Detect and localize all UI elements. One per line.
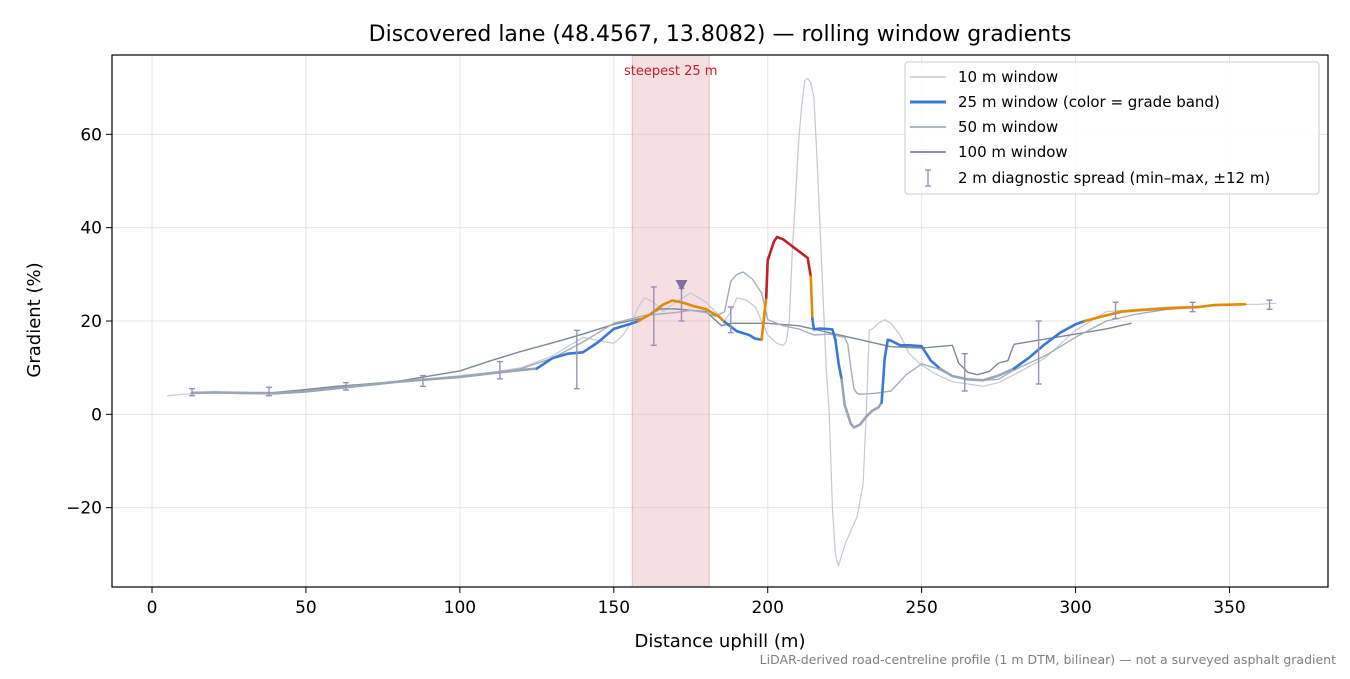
diagnostic-errorbar <box>1189 301 1196 313</box>
y-tick-label: −20 <box>66 499 102 519</box>
x-tick-label: 50 <box>295 598 317 618</box>
legend-swatch-spread <box>925 169 931 187</box>
diagnostic-errorbar <box>961 352 968 392</box>
y-axis-label: Gradient (%) <box>24 262 45 377</box>
diagnostic-errorbar <box>650 286 657 346</box>
series-line-10m <box>166 77 1277 567</box>
series-lines <box>166 77 1277 567</box>
diagnostic-errorbar <box>1035 320 1042 385</box>
x-tick-label: 100 <box>444 598 476 618</box>
chart-title: Discovered lane (48.4567, 13.8082) — rol… <box>369 22 1072 47</box>
legend-label-spread: 2 m diagnostic spread (min–max, ±12 m) <box>958 169 1270 187</box>
axis-ticks: 0 50 100 150 200 250 300 350 −20 0 20 40 60 <box>66 125 1246 618</box>
legend-label-25m: 25 m window (color = grade band) <box>958 93 1220 111</box>
diagnostic-errorbar <box>266 386 273 397</box>
y-tick-label: 40 <box>80 219 102 239</box>
x-tick-label: 200 <box>751 598 783 618</box>
diagnostic-spread-bars <box>189 286 1273 397</box>
footnote: LiDAR-derived road-centreline profile (1… <box>760 652 1336 667</box>
legend-label-50m: 50 m window <box>958 118 1058 136</box>
series-25m-segment-low <box>535 319 640 370</box>
series-25m-segment-high <box>764 235 813 300</box>
x-tick-label: 150 <box>598 598 630 618</box>
series-25m-segment-mid <box>760 296 768 342</box>
diagnostic-errorbar <box>342 381 349 391</box>
steepest-band <box>631 54 710 588</box>
diagnostic-errorbar <box>1266 299 1273 311</box>
y-tick-label: 60 <box>80 125 102 145</box>
diagnostic-errorbar <box>189 387 196 397</box>
series-25m-segment-flat <box>840 377 883 429</box>
series-25m-segment-low <box>880 338 942 405</box>
series-25m-segment-flat <box>938 367 1016 382</box>
series-25m-segment-low <box>834 338 843 381</box>
series-25m-segment-mid <box>1083 302 1247 323</box>
steepest-highlight <box>631 54 710 588</box>
y-tick-label: 0 <box>91 405 102 425</box>
peak-markers <box>675 280 688 291</box>
diagnostic-errorbar <box>496 360 503 380</box>
series-25m-segment-mid <box>809 275 814 321</box>
diagnostic-errorbar <box>573 329 580 390</box>
x-tick-label: 250 <box>905 598 937 618</box>
series-25m-segment-low <box>723 320 763 342</box>
diagnostic-errorbar <box>727 306 734 334</box>
series-25m-segment-flat <box>190 367 539 395</box>
x-tick-label: 300 <box>1059 598 1091 618</box>
legend: 10 m window 25 m window (color = grade b… <box>904 61 1320 195</box>
y-tick-label: 20 <box>80 312 102 332</box>
x-tick-label: 0 <box>147 598 158 618</box>
x-tick-label: 350 <box>1213 598 1245 618</box>
steepest-label: steepest 25 m <box>624 64 717 79</box>
diagnostic-errorbar <box>1112 301 1119 320</box>
series-25m-segment-low <box>1012 319 1087 370</box>
legend-label-10m: 10 m window <box>958 68 1058 86</box>
series-25m-segment-low <box>811 317 837 342</box>
peak-marker-triangle <box>675 280 688 291</box>
legend-label-100m: 100 m window <box>958 143 1068 161</box>
diagnostic-errorbar <box>419 374 426 388</box>
legend-box <box>904 61 1320 195</box>
x-axis-label: Distance uphill (m) <box>635 631 806 652</box>
